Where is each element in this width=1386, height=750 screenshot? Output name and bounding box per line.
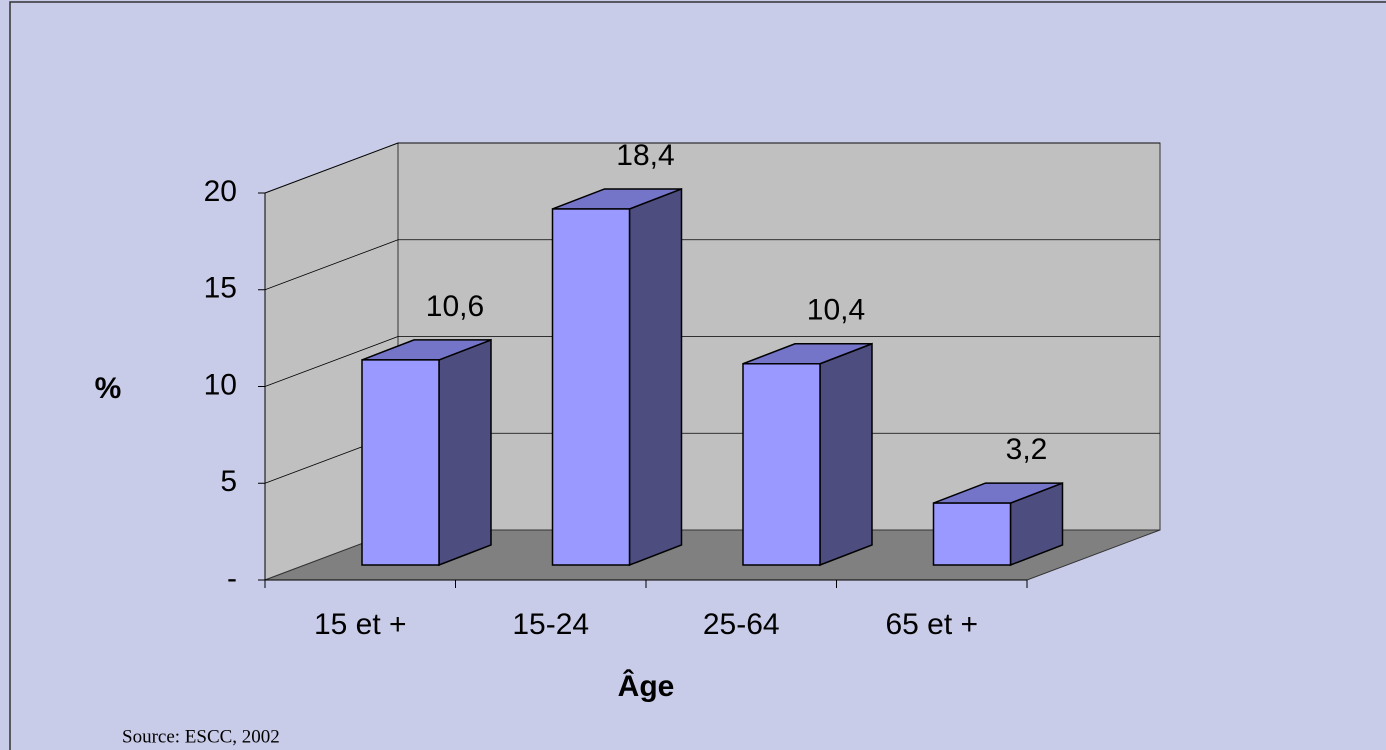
y-tick-label: 5	[220, 465, 237, 498]
y-tick-label: -	[227, 562, 237, 595]
y-tick-label: 20	[204, 175, 237, 208]
bar-side	[628, 187, 683, 567]
x-axis-label: Âge	[618, 669, 675, 703]
x-tick-label: 65 et +	[885, 608, 978, 641]
x-tick-label: 15-24	[512, 608, 589, 641]
bar	[361, 359, 440, 566]
bar-side	[438, 338, 492, 567]
source: Source: ESCC, 2002	[122, 726, 280, 747]
bar	[932, 502, 1012, 566]
x-tick-label: 15 et +	[314, 608, 407, 641]
bar-side	[819, 342, 873, 567]
value-label: 18,4	[616, 139, 674, 172]
value-label: 10,6	[426, 290, 484, 323]
grid-line	[264, 142, 399, 194]
value-label: 3,2	[1006, 433, 1048, 466]
y-axis-label: %	[95, 372, 122, 405]
grid-line	[264, 336, 399, 387]
bar	[742, 363, 821, 566]
bar	[551, 208, 631, 566]
y-tick-label: 15	[204, 272, 237, 305]
grid-line	[264, 239, 399, 291]
value-label: 10,4	[807, 294, 865, 327]
y-tick-label: 10	[204, 368, 237, 401]
frame	[9, 1, 1386, 750]
x-tick-label: 25-64	[703, 608, 780, 641]
